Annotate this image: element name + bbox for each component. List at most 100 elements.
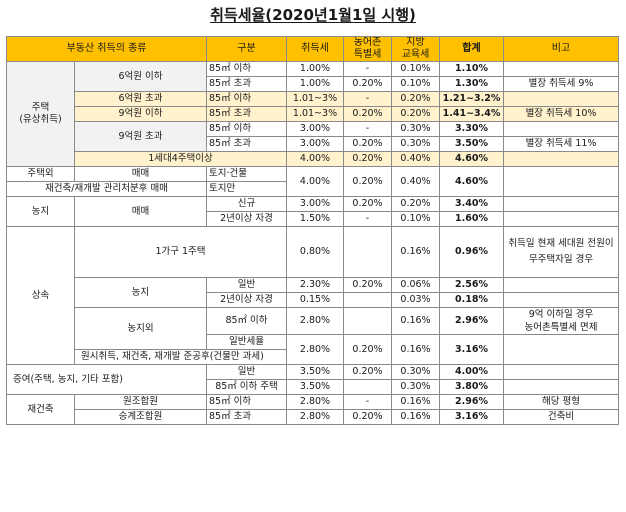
header-acq-tax: 취득세 [286,36,344,62]
edu-cell: 0.30% [391,364,440,380]
rural-cell: 0.20% [343,136,392,152]
rural-cell: - [343,394,392,410]
tax-cell: 1.01~3% [286,106,344,122]
table-row: 농지외 85㎡ 이하 2.80% 0.16% 2.96% 9억 이하일 경우 농… [7,307,619,350]
sub-cell: 6억원 초과 [74,91,207,107]
tax-cell: 1.00% [286,76,344,92]
tax-cell: 2.80% [286,394,344,410]
table-row: 9억원 이하 85㎡ 초과 1.01~3% 0.20% 0.20% 1.41~3… [6,106,619,122]
tax-cell: 3.00% [286,196,344,212]
note-cell: 별장 취득세 9% [503,76,619,92]
tax-cell: 0.15% [286,292,344,308]
page-title: 취득세율(2020년1월1일 시행) [210,6,416,24]
rural-cell: 0.20% [343,151,392,167]
rural-cell: - [343,211,392,227]
sub-cell: 1가구 1주택 [74,226,287,278]
total-cell: 3.40% [439,196,504,212]
area-cell: 85㎡ 초과 [206,409,287,425]
rural-cell: - [343,61,392,77]
note-cell [503,334,619,365]
group-original-acquisition: 원시취득, 재건축, 재개발 준공후(건물만 과세) [74,349,287,365]
rural-cell: 0.20% [343,364,392,380]
rural-cell [343,307,392,335]
total-cell: 1.60% [439,211,504,227]
note-cell [503,91,619,107]
edu-cell: 0.16% [391,307,440,335]
table-row: 9억원 초과 85㎡ 이하 3.00% - 0.30% 3.30% [7,121,619,152]
tax-cell: 2.80% [286,409,344,425]
rural-cell: - [343,121,392,137]
total-cell: 2.96% [439,394,504,410]
header-row: 부동산 취득의 종류 구분 취득세 농어촌 특별세 지방 교육세 합계 비고 [6,36,619,62]
group-gift: 증여(주택, 농지, 기타 포함) [6,364,207,395]
edu-cell: 0.20% [391,106,440,122]
table-row: 승계조합원 85㎡ 초과 2.80% 0.20% 0.16% 3.16% 건축비 [7,409,619,425]
group-inheritance: 상속 [6,226,75,365]
sub-cell: 9억원 초과 [74,121,207,152]
tax-cell: 3.00% [286,136,344,152]
area-cell: 일반세율 [206,334,287,350]
tax-cell: 2.80% [286,334,344,365]
area-cell: 2년이상 자경 [206,292,287,308]
note-cell [503,364,619,380]
rural-cell: 0.20% [343,166,392,197]
rural-cell [343,226,392,278]
sub-cell: 원조합원 [74,394,207,410]
group-non-housing: 주택외 [6,166,75,182]
sub-cell: 1세대4주택이상 [74,151,287,167]
total-cell: 3.30% [439,121,504,137]
note-cell: 해당 평형 [503,394,619,410]
area-cell: 85㎡ 이하 [206,307,287,335]
table-row: 85㎡ 초과 3.00% 0.20% 0.30% 3.50% 별장 취득세 11… [7,136,619,152]
area-cell: 신규 [206,196,287,212]
edu-cell: 0.10% [391,61,440,77]
area-cell: 85㎡ 초과 [206,106,287,122]
rural-cell [343,379,392,395]
total-cell: 2.96% [439,307,504,335]
note-cell: 별장 취득세 11% [503,136,619,152]
table-row: 주택외 매매 토지·건물 4.00% 0.20% 0.40% 4.60% [6,166,619,197]
tax-cell: 3.00% [286,121,344,137]
edu-cell: 0.16% [391,394,440,410]
edu-cell: 0.10% [391,211,440,227]
total-cell: 4.60% [439,166,504,197]
area-cell: 85㎡ 이하 [206,61,287,77]
total-cell: 1.10% [439,61,504,77]
sub-cell: 6억원 이하 [74,61,207,92]
area-cell: 일반 [206,277,287,293]
sub-cell: 농지외 [74,307,207,350]
edu-cell: 0.40% [391,151,440,167]
area-cell: 토지만 [206,181,287,197]
total-cell: 4.60% [439,151,504,167]
edu-cell: 0.16% [391,334,440,365]
edu-cell: 0.16% [391,409,440,425]
edu-cell: 0.06% [391,277,440,293]
table-row: 6억원 초과 85㎡ 이하 1.01~3% - 0.20% 1.21~3.2% [6,91,619,107]
area-cell: 2년이상 자경 [206,211,287,227]
table-row: 1세대4주택이상 4.00% 0.20% 0.40% 4.60% [6,151,619,167]
header-type: 부동산 취득의 종류 [6,36,207,62]
rural-cell: 0.20% [343,277,392,293]
total-cell: 0.96% [439,226,504,278]
edu-cell: 0.30% [391,136,440,152]
table-row: 주택 (유상취득) 6억원 이하 85㎡ 이하 1.00% - 0.10% 1.… [6,61,619,167]
note-cell [503,151,619,167]
total-cell: 4.00% [439,364,504,380]
total-cell: 0.18% [439,292,504,308]
header-edu-tax: 지방 교육세 [391,36,440,62]
table-row: 농지 일반 2.30% 0.20% 0.06% 2.56% [7,277,619,308]
tax-cell: 4.00% [286,151,344,167]
note-cell [503,277,619,293]
area-cell: 85㎡ 이하 [206,91,287,107]
tax-cell: 3.50% [286,379,344,395]
area-cell: 85㎡ 이하 주택 [206,379,287,395]
tax-cell: 1.00% [286,61,344,77]
total-cell: 3.16% [439,409,504,425]
area-cell: 85㎡ 초과 [206,136,287,152]
total-cell: 3.16% [439,334,504,365]
note-cell [503,292,619,308]
total-cell: 1.30% [439,76,504,92]
sub-cell: 9억원 이하 [74,106,207,122]
note-cell: 별장 취득세 10% [503,106,619,122]
tax-cell: 3.50% [286,364,344,380]
